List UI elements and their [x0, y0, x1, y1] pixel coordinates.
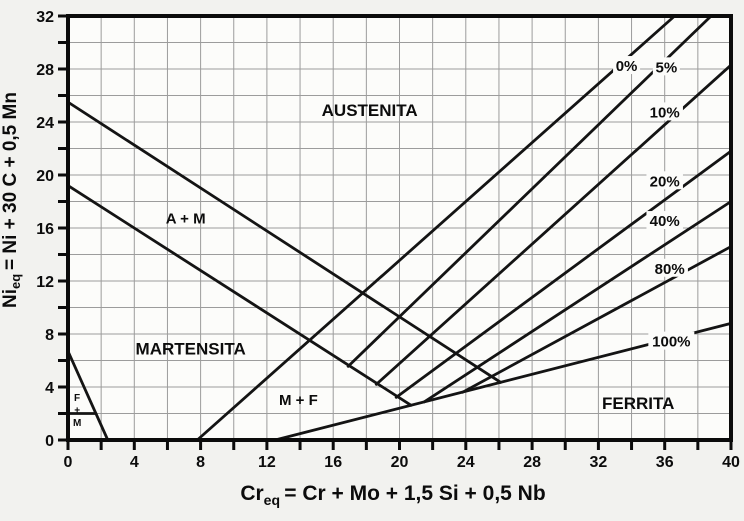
y-axis-title: Nieq = Ni + 30 C + 0,5 Mn	[0, 92, 23, 308]
ferrite-label-box-40pct	[646, 211, 683, 230]
ferrite-label-box-100pct	[648, 331, 695, 350]
ferrite-label-box-0pct	[613, 56, 641, 75]
x-axis-tick-label: 20	[391, 454, 409, 471]
boundary-line-am-martensite-boundary	[66, 184, 413, 407]
region-label-f-m-stacked: +	[74, 406, 80, 417]
x-axis-tick-label: 8	[196, 454, 205, 471]
x-axis-title: Creq = Cr + Mo + 1,5 Si + 0,5 Nb	[240, 482, 545, 508]
y-axis-tick-label: 12	[36, 274, 54, 291]
region-label-f-m-stacked: M	[73, 418, 81, 429]
ferrite-line-40pct	[422, 200, 733, 404]
x-axis-tick-label: 32	[590, 454, 608, 471]
x-axis-tick-label: 12	[258, 454, 276, 471]
ferrite-label-40pct: 40%	[650, 213, 680, 230]
y-axis-tick-label: 32	[36, 9, 54, 26]
ferrite-line-20pct	[394, 149, 733, 399]
ferrite-label-box-10pct	[646, 102, 683, 121]
region-label-austenita: AUSTENITA	[322, 101, 418, 120]
plot-border	[66, 14, 733, 442]
region-label-ferrita: FERRITA	[602, 394, 674, 413]
region-label-m-f: M + F	[279, 392, 318, 409]
region-label-martensita: MARTENSITA	[136, 340, 246, 359]
ferrite-label-box-20pct	[646, 171, 683, 190]
x-axis-tick-label: 28	[523, 454, 541, 471]
x-axis-tick-label: 36	[656, 454, 674, 471]
x-axis-tick-label: 16	[324, 454, 342, 471]
y-axis-tick-label: 4	[45, 380, 54, 397]
y-axis-tick-label: 0	[45, 433, 54, 450]
x-axis-tick-label: 40	[722, 454, 740, 471]
boundary-line-fm-triangle-diagonal	[66, 349, 110, 442]
ferrite-label-box-5pct	[652, 57, 680, 76]
ferrite-label-80pct: 80%	[655, 261, 685, 278]
ferrite-label-box-80pct	[651, 258, 688, 277]
region-label-a-m: A + M	[166, 210, 206, 227]
x-axis-tick-label: 4	[130, 454, 139, 471]
region-label-f-m-stacked: F	[74, 393, 80, 404]
ferrite-label-5pct: 5%	[656, 59, 678, 76]
y-axis-tick-label: 20	[36, 168, 54, 185]
ferrite-label-100pct: 100%	[652, 334, 690, 351]
x-axis-tick-label: 24	[457, 454, 475, 471]
y-axis-tick-label: 8	[45, 327, 54, 344]
x-axis-tick-label: 0	[64, 454, 73, 471]
ferrite-line-5pct	[346, 14, 713, 368]
ferrite-line-0pct	[195, 14, 677, 442]
y-axis-tick-label: 28	[36, 62, 54, 79]
y-axis-tick-label: 16	[36, 221, 54, 238]
ferrite-label-10pct: 10%	[650, 104, 680, 121]
y-axis-tick-label: 24	[36, 115, 54, 132]
ferrite-label-20pct: 20%	[650, 173, 680, 190]
ferrite-label-0pct: 0%	[616, 58, 638, 75]
